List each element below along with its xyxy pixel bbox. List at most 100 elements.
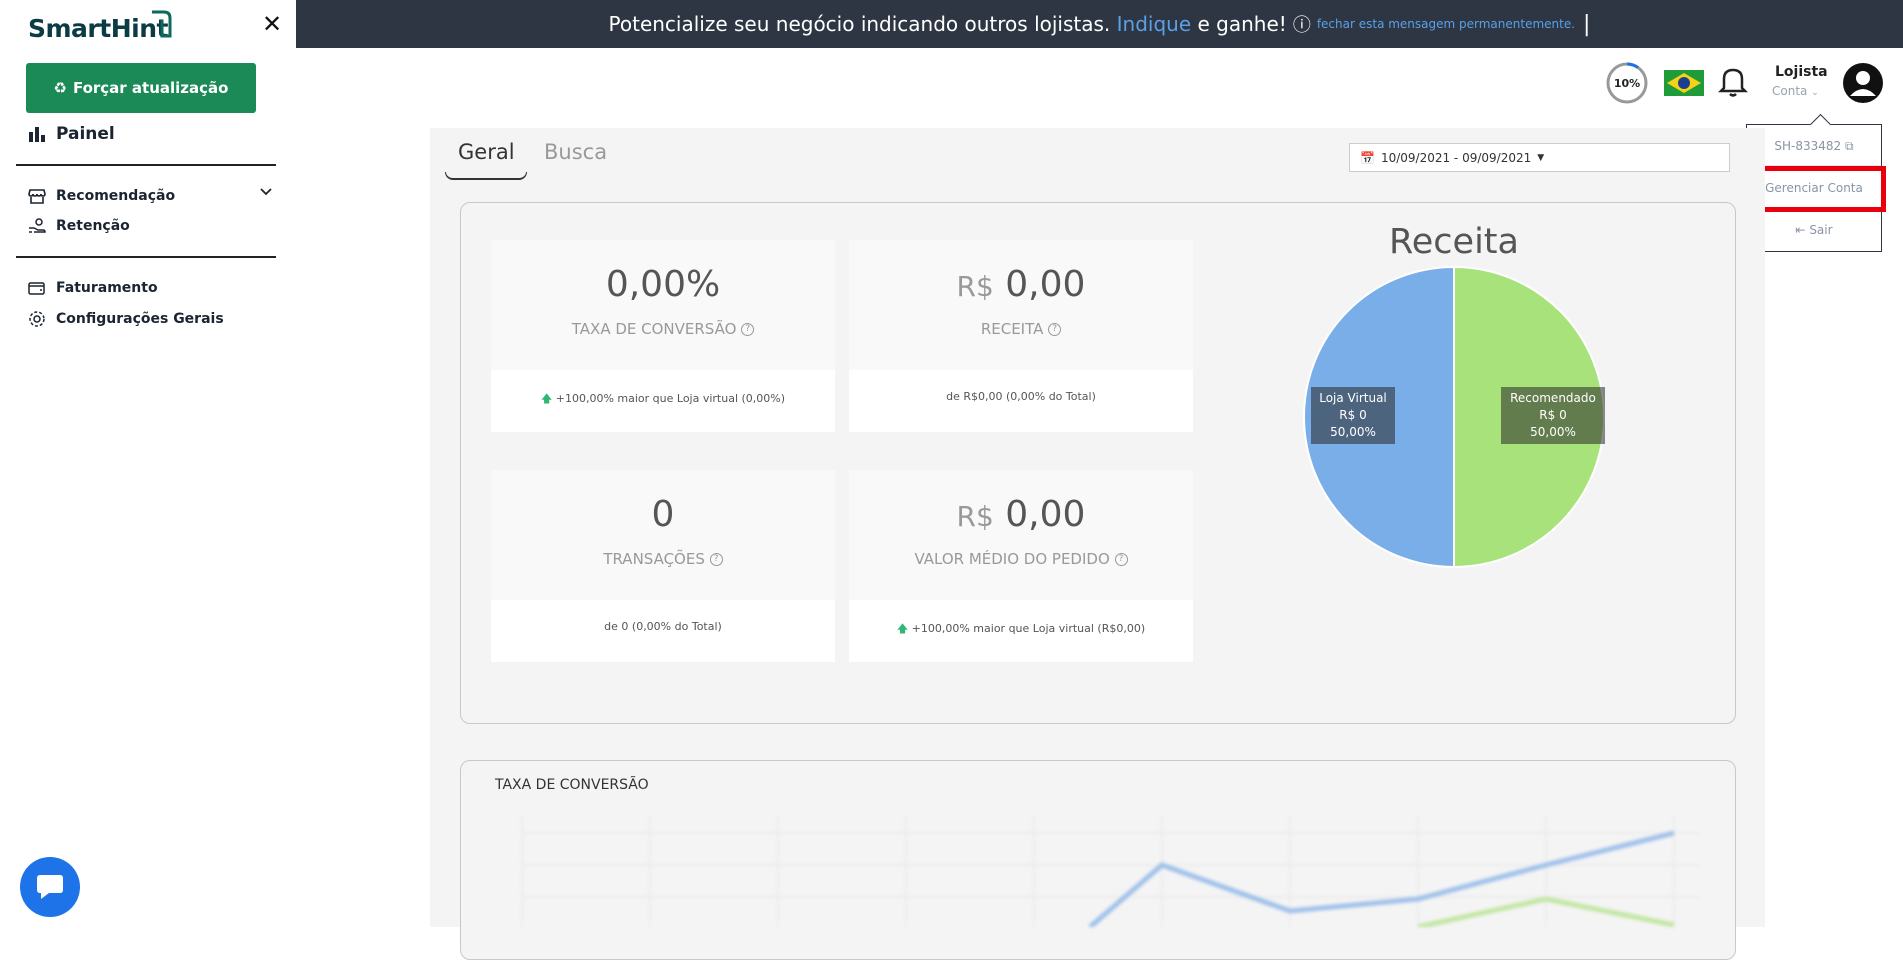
wallet-icon xyxy=(28,282,45,295)
help-icon[interactable]: ? xyxy=(1114,553,1128,566)
smarthint-logo[interactable]: SmartHint xyxy=(28,14,168,43)
card-transactions: 0 TRANSAÇÕES ? de 0 (0,00% do Total) xyxy=(491,470,835,662)
pie-title: Receita xyxy=(1389,222,1519,262)
chevron-down-icon: ⌄ xyxy=(1811,88,1819,98)
currency-symbol: R$ xyxy=(956,500,994,533)
recycle-icon: ♻ xyxy=(53,79,67,97)
nav-painel[interactable]: Painel xyxy=(28,124,115,144)
divider xyxy=(16,256,276,258)
chat-icon xyxy=(37,875,63,899)
help-icon[interactable]: ? xyxy=(1048,323,1062,336)
user-name[interactable]: Lojista xyxy=(1775,64,1828,80)
help-icon[interactable]: ? xyxy=(741,323,755,336)
card-value: R$ 0,00 xyxy=(849,264,1193,305)
help-icon[interactable]: ? xyxy=(709,553,723,566)
card-foot-text: +100,00% maior que Loja virtual (0,00%) xyxy=(555,392,786,405)
question-circle-icon: ⓘ xyxy=(1292,15,1311,36)
slice-percent: 50,00% xyxy=(1330,425,1376,439)
nav-recomendacao[interactable]: Recomendação xyxy=(28,188,175,204)
pie-label-recomendado: Recomendado R$ 0 50,00% xyxy=(1501,387,1605,444)
caret-down-icon: ▼ xyxy=(1537,152,1545,163)
logo-hook-icon xyxy=(152,10,172,38)
brazil-flag-icon[interactable] xyxy=(1664,70,1704,96)
nav-retencao[interactable]: Retenção xyxy=(28,218,130,234)
card-label-text: TAXA DE CONVERSÃO xyxy=(571,320,737,338)
nav-faturamento[interactable]: Faturamento xyxy=(28,280,158,296)
series-line-green xyxy=(1417,896,1675,927)
progress-text: 10% xyxy=(1614,77,1640,90)
account-label: Conta xyxy=(1772,84,1808,98)
card-foot: de R$0,00 (0,00% do Total) xyxy=(849,390,1193,403)
card-label: RECEITA ? xyxy=(849,320,1193,338)
text-cursor-icon: | xyxy=(1583,11,1591,37)
card-value: 0,00% xyxy=(605,264,721,305)
bell-icon[interactable] xyxy=(1718,66,1748,98)
currency-symbol: R$ xyxy=(956,270,994,303)
card-label-text: RECEITA xyxy=(980,320,1044,338)
tab-active-indicator xyxy=(445,172,527,180)
close-sidebar-icon[interactable]: ✕ xyxy=(262,10,283,38)
nav-painel-label: Painel xyxy=(56,124,115,144)
card-foot-text: +100,00% maior que Loja virtual (R$0,00) xyxy=(911,622,1146,635)
conversion-line-chart xyxy=(521,815,1700,927)
banner-indique-link[interactable]: Indique xyxy=(1116,12,1192,36)
card-average-order: R$ 0,00 VALOR MÉDIO DO PEDIDO ? 🡅 +100,0… xyxy=(849,470,1193,662)
chat-button[interactable] xyxy=(20,857,80,917)
card-conversion-rate: 0,00% TAXA DE CONVERSÃO ? 🡅 +100,00% mai… xyxy=(491,240,835,432)
store-icon xyxy=(28,189,46,204)
card-foot-text: de R$0,00 (0,00% do Total) xyxy=(946,390,1096,403)
banner-text-end: e ganhe! xyxy=(1197,12,1287,36)
promo-banner: Potencialize seu negócio indicando outro… xyxy=(296,0,1903,48)
card-top xyxy=(491,240,835,370)
banner-text-start: Potencialize seu negócio indicando outro… xyxy=(608,12,1111,36)
slice-value: R$ 0 xyxy=(1539,408,1567,422)
series-line-blue xyxy=(1088,830,1675,927)
progress-ring[interactable]: 10% xyxy=(1605,61,1649,105)
hand-heart-icon xyxy=(29,218,46,233)
slice-value: R$ 0 xyxy=(1339,408,1367,422)
card-value-number: 0,00 xyxy=(1005,494,1086,535)
user-avatar-icon[interactable] xyxy=(1842,62,1884,104)
card-foot: 🡅 +100,00% maior que Loja virtual (0,00%… xyxy=(491,390,835,409)
card-foot: de 0 (0,00% do Total) xyxy=(491,620,835,633)
logout-label: Sair xyxy=(1809,223,1833,237)
nav-faturamento-label: Faturamento xyxy=(56,280,158,296)
date-range-text: 10/09/2021 - 09/09/2021 xyxy=(1380,150,1532,165)
highlight-box xyxy=(1744,166,1886,212)
slice-name: Loja Virtual xyxy=(1319,391,1387,405)
nav-configuracoes[interactable]: Configurações Gerais xyxy=(28,310,224,328)
nav-configuracoes-label: Configurações Gerais xyxy=(56,311,224,327)
card-top xyxy=(849,240,1193,370)
pie-label-loja-virtual: Loja Virtual R$ 0 50,00% xyxy=(1311,387,1395,444)
manage-account-link[interactable]: Gerenciar Conta xyxy=(1765,181,1863,195)
banner-dismiss-link[interactable]: fechar esta mensagem permanentemente. xyxy=(1316,17,1576,31)
arrow-up-icon: 🡅 xyxy=(896,622,909,635)
tab-busca[interactable]: Busca xyxy=(544,140,608,164)
slice-percent: 50,00% xyxy=(1530,425,1576,439)
account-id: SH-833482 xyxy=(1774,139,1842,153)
arrow-up-icon: 🡅 xyxy=(540,392,553,405)
card-value: 0 xyxy=(651,494,675,535)
card-foot-text: de 0 (0,00% do Total) xyxy=(604,620,722,633)
date-range-picker[interactable]: 📅 10/09/2021 - 09/09/2021 ▼ xyxy=(1349,143,1730,172)
sidebar: SmartHint ✕ ♻ Forçar atualização Painel … xyxy=(0,0,296,927)
nav-recomendacao-label: Recomendação xyxy=(56,188,176,204)
force-update-button[interactable]: ♻ Forçar atualização xyxy=(26,63,256,113)
card-label-text: TRANSAÇÕES xyxy=(603,550,705,568)
divider xyxy=(1747,165,1881,166)
tab-geral[interactable]: Geral xyxy=(458,140,515,164)
card-top xyxy=(849,470,1193,600)
bar-chart-icon xyxy=(29,127,45,142)
card-label: TRANSAÇÕES ? xyxy=(491,550,835,568)
copy-icon[interactable]: ⧉ xyxy=(1845,139,1854,153)
logout-icon: ⇤ xyxy=(1795,223,1806,237)
account-id-item[interactable]: SH-833482 ⧉ xyxy=(1747,139,1881,154)
card-label: TAXA DE CONVERSÃO ? xyxy=(491,320,835,338)
account-menu-toggle[interactable]: Conta ⌄ xyxy=(1772,84,1819,98)
calendar-icon: 📅 xyxy=(1360,150,1375,165)
logout-item[interactable]: ⇤ Sair xyxy=(1747,223,1881,237)
card-foot: 🡅 +100,00% maior que Loja virtual (R$0,0… xyxy=(849,620,1193,639)
force-update-label: Forçar atualização xyxy=(72,79,229,97)
card-top xyxy=(491,470,835,600)
chevron-down-icon[interactable] xyxy=(260,188,272,196)
